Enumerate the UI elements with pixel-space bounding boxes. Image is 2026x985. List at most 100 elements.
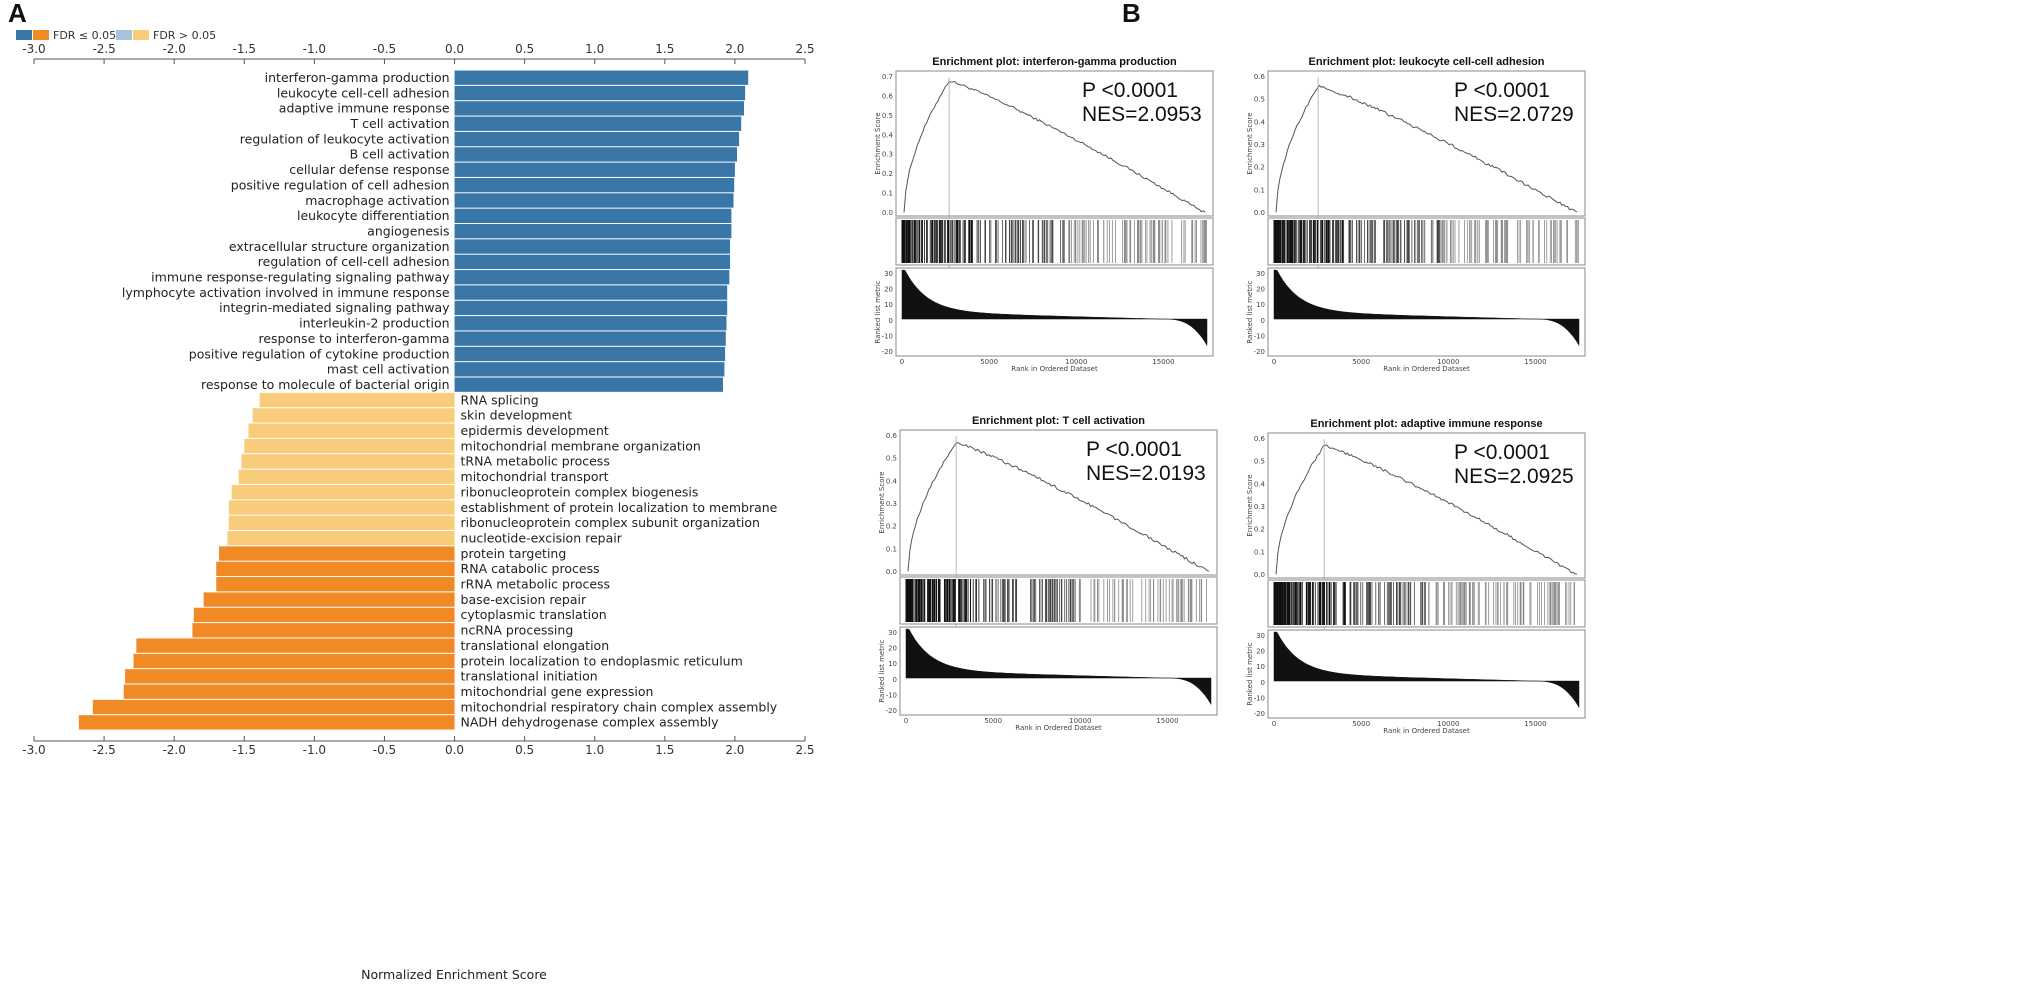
bar (454, 177, 735, 193)
es-tick-label: 0.0 (1254, 209, 1265, 217)
bar (244, 438, 455, 454)
metric-tick-label: 10 (1256, 301, 1265, 309)
term-label: nucleotide-excision repair (461, 530, 623, 545)
legend-swatch (116, 30, 132, 40)
tick-label: 1.5 (655, 42, 674, 56)
bar (454, 362, 725, 377)
term-label: response to molecule of bacterial origin (201, 377, 450, 392)
es-tick-label: 0.5 (1254, 458, 1265, 466)
rank-tick-label: 5000 (1352, 358, 1370, 366)
metric-tick-label: 20 (1256, 286, 1265, 294)
metric-tick-label: 20 (1256, 648, 1265, 656)
es-tick-label: 0.6 (882, 92, 894, 100)
tick-label: -2.5 (92, 42, 115, 56)
es-frame (1267, 432, 1586, 579)
bar (259, 392, 455, 408)
rank-tick-label: 5000 (984, 717, 1002, 725)
legend-label: FDR > 0.05 (153, 29, 216, 42)
nes-label: NES=2.0953 (1082, 103, 1202, 126)
bar (78, 715, 455, 730)
term-label: leukocyte cell-cell adhesion (277, 85, 450, 100)
metric-tick-label: 30 (1256, 632, 1265, 640)
tick-label: 1.5 (655, 743, 674, 757)
metric-axis-title: Ranked list metric (1246, 642, 1254, 705)
term-label: adaptive immune response (279, 101, 450, 116)
bar (454, 316, 727, 331)
term-label: NADH dehydrogenase complex assembly (461, 715, 720, 730)
bar (203, 592, 455, 607)
bar (454, 346, 726, 362)
es-curve (907, 442, 1210, 572)
metric-axis-title: Ranked list metric (1246, 280, 1254, 343)
term-label: T cell activation (350, 116, 450, 131)
ranked-metric-area (1273, 631, 1580, 709)
es-tick-label: 0.6 (886, 432, 898, 440)
tick-label: -1.0 (303, 743, 326, 757)
term-label: extracellular structure organization (229, 239, 450, 254)
legend-swatch (16, 30, 32, 40)
p-value-label: P <0.0001 (1454, 79, 1550, 102)
es-frame (895, 70, 1214, 217)
tick-label: 0.0 (445, 42, 464, 56)
term-label: cytoplasmic translation (461, 607, 607, 622)
legend-swatch (133, 30, 149, 40)
es-axis-title: Enrichment Score (874, 112, 882, 174)
tick-label: -1.0 (303, 42, 326, 56)
nes-label: NES=2.0925 (1454, 465, 1574, 488)
gsea-title: Enrichment plot: interferon-gamma produc… (932, 56, 1177, 68)
es-tick-label: 0.6 (1254, 435, 1266, 443)
es-tick-label: 0.0 (886, 568, 897, 576)
metric-tick-label: 0 (889, 317, 893, 325)
term-label: interferon-gamma production (265, 70, 450, 85)
hits-frame (1267, 217, 1586, 266)
term-label: leukocyte differentiation (297, 208, 450, 223)
gsea-title: Enrichment plot: adaptive immune respons… (1310, 418, 1542, 430)
term-label: angiogenesis (367, 223, 449, 238)
rank-tick-label: 0 (900, 358, 904, 366)
panel-letter-a: A (8, 0, 27, 28)
ranked-metric-area (1273, 269, 1580, 347)
p-value-label: P <0.0001 (1454, 441, 1550, 464)
metric-tick-label: -20 (1254, 710, 1265, 718)
rank-tick-label: 10000 (1065, 358, 1087, 366)
rank-axis-title: Rank in Ordered Dataset (1015, 724, 1102, 732)
rank-axis-title: Rank in Ordered Dataset (1011, 365, 1098, 373)
es-tick-label: 0.3 (882, 151, 893, 159)
rank-tick-label: 15000 (1524, 358, 1546, 366)
es-axis-title: Enrichment Score (878, 471, 886, 533)
tick-label: 0.5 (515, 42, 534, 56)
metric-tick-label: 10 (1256, 663, 1265, 671)
x-axis-title: Normalized Enrichment Score (361, 967, 547, 982)
metric-tick-label: -20 (886, 707, 897, 715)
tick-label: 2.0 (725, 42, 744, 56)
tick-label: 1.0 (585, 743, 604, 757)
bar (231, 484, 455, 500)
bar (454, 147, 738, 162)
panel-letter-b: B (1122, 0, 1141, 28)
es-tick-label: 0.2 (1254, 526, 1265, 534)
p-value-label: P <0.0001 (1082, 79, 1178, 102)
metric-tick-label: 20 (884, 286, 893, 294)
term-label: RNA catabolic process (461, 561, 600, 576)
term-label: immune response-regulating signaling pat… (151, 270, 450, 285)
term-label: lymphocyte activation involved in immune… (122, 285, 450, 300)
fdr-legend: FDR ≤ 0.05 FDR > 0.05 (16, 29, 216, 42)
tick-label: -2.0 (162, 42, 185, 56)
bar (454, 239, 731, 254)
bar (241, 454, 455, 469)
bar (454, 377, 723, 392)
term-label: B cell activation (350, 147, 450, 162)
tick-label: 0.5 (515, 743, 534, 757)
metric-tick-label: 30 (884, 270, 893, 278)
bottom-x-axis: -3.0 -2.5 -2.0 -1.5 -1.0 -0.5 0.0 0.5 1.0 1.5 2.0 2… (22, 736, 815, 757)
tick-label: -1.5 (233, 743, 256, 757)
bar (454, 331, 726, 346)
tick-label: -3.0 (22, 42, 45, 56)
es-tick-label: 0.3 (1254, 141, 1265, 149)
rank-tick-label: 15000 (1156, 717, 1178, 725)
es-curve (903, 80, 1206, 213)
bar (192, 623, 455, 638)
metric-tick-label: -10 (1254, 694, 1265, 702)
